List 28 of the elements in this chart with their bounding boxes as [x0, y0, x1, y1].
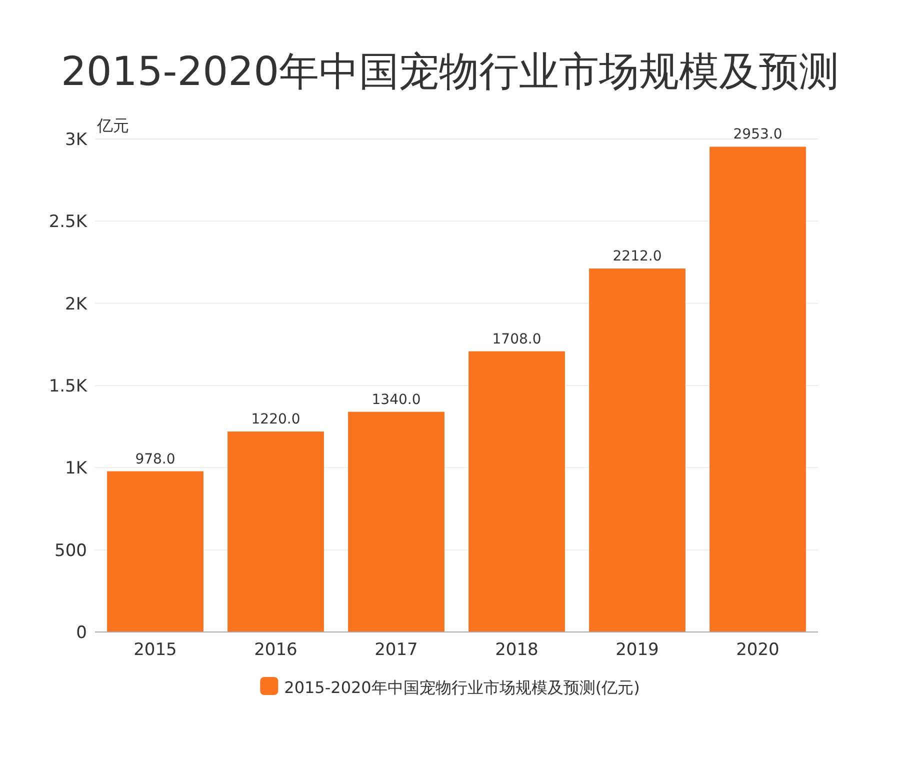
y-tick-label: 500	[54, 540, 87, 561]
data-label: 2953.0	[733, 126, 782, 143]
bar	[348, 412, 444, 632]
bar	[589, 268, 686, 632]
data-label: 978.0	[135, 451, 176, 468]
bar	[228, 432, 324, 632]
y-axis-title: 亿元	[96, 116, 129, 135]
y-tick-label: 1K	[65, 458, 88, 479]
x-tick-label: 2017	[374, 640, 418, 660]
data-label: 1340.0	[372, 392, 421, 408]
data-label: 2212.0	[612, 248, 662, 264]
x-tick-label: 2015	[134, 640, 177, 660]
x-tick-label: 2016	[254, 640, 298, 660]
bar	[107, 471, 204, 632]
x-tick-label: 2018	[495, 640, 538, 660]
y-tick-label: 1.5K	[48, 376, 88, 396]
data-label: 1220.0	[251, 412, 300, 428]
bar	[710, 146, 806, 632]
bar	[468, 351, 565, 632]
y-tick-label: 2K	[65, 294, 88, 314]
chart-title: 2015-2020年中国宠物行业市场规模及预测	[60, 49, 840, 95]
y-tick-label: 2.5K	[48, 212, 88, 232]
x-tick-label: 2019	[616, 640, 659, 660]
legend-label: 2015-2020年中国宠物行业市场规模及预测(亿元)	[284, 678, 640, 697]
y-tick-label: 3K	[65, 130, 88, 150]
x-tick-label: 2020	[736, 640, 780, 660]
y-tick-label: 0	[76, 623, 87, 643]
data-label: 1708.0	[492, 331, 542, 348]
